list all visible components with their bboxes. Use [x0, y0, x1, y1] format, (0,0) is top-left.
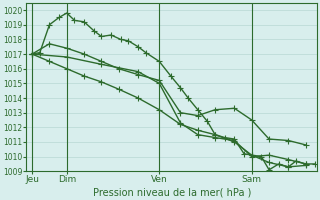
X-axis label: Pression niveau de la mer( hPa ): Pression niveau de la mer( hPa )	[92, 187, 251, 197]
